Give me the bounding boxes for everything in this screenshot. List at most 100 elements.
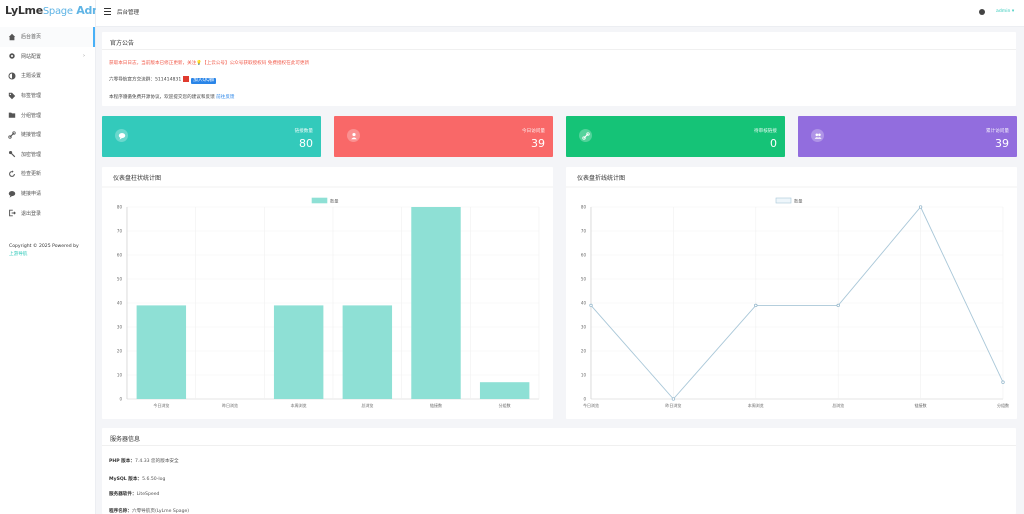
- server-info-row: 程序名称：六零导航页(LyLme Spage): [109, 508, 189, 514]
- y-tick-label: 10: [117, 372, 123, 377]
- x-tick-label: 总浏览: [361, 402, 373, 408]
- sidebar-item[interactable]: 检查更新: [0, 164, 95, 184]
- x-tick-label: 本周浏览: [291, 402, 307, 408]
- sidebar-item[interactable]: 链接管理: [0, 125, 95, 145]
- data-point[interactable]: [918, 205, 923, 209]
- logo-sub: Spage: [42, 6, 73, 17]
- page-title: 后台管理: [117, 10, 140, 16]
- bar[interactable]: [411, 207, 461, 399]
- server-info-row: 服务器软件：LiteSpeed: [109, 491, 159, 497]
- bar[interactable]: [273, 305, 324, 399]
- sidebar-item[interactable]: 退出登录: [0, 203, 95, 223]
- copyright-link[interactable]: 上游导航: [9, 251, 28, 257]
- sidebar-item-label: 加密管理: [21, 151, 42, 158]
- sidebar-item[interactable]: 主题设置: [0, 66, 95, 86]
- stat-label: 今日访问量: [522, 129, 545, 134]
- sidebar-item[interactable]: 链接申请: [0, 184, 95, 204]
- y-tick-label: 10: [581, 372, 587, 377]
- sidebar-item-label: 主题设置: [21, 73, 42, 80]
- y-tick-label: 70: [117, 228, 123, 233]
- sidebar-item-label: 后台首页: [21, 34, 42, 41]
- bar[interactable]: [136, 305, 187, 399]
- feedback-link[interactable]: 前往反馈: [216, 95, 235, 100]
- data-point[interactable]: [754, 303, 758, 308]
- series-line: [590, 206, 1004, 400]
- chart-title: 仪表盘折线统计图: [577, 174, 625, 182]
- bar[interactable]: [479, 382, 530, 399]
- data-point[interactable]: [671, 397, 676, 401]
- sidebar-item-label: 分组管理: [21, 112, 42, 119]
- avatar[interactable]: [979, 9, 985, 15]
- x-tick-label: 分组数: [997, 402, 1009, 408]
- user-menu[interactable]: admin ▾: [996, 9, 1015, 14]
- x-tick-label: 链接数: [915, 402, 927, 408]
- key-icon: [8, 150, 16, 158]
- tag-icon: [8, 92, 16, 100]
- server-info-row: PHP 版本：7.4.33 您的版本安全: [109, 458, 179, 464]
- link-icon: [579, 129, 592, 142]
- sidebar-item[interactable]: 网站配置 ›: [0, 47, 95, 67]
- y-tick-label: 40: [581, 300, 587, 305]
- stat-card: 累计访问量 39: [798, 116, 1017, 157]
- menu-toggle-icon[interactable]: [104, 8, 111, 15]
- copyright: Copyright © 2025 Powered by 上游导航: [0, 243, 95, 259]
- server-info-label: 服务器软件：: [109, 492, 137, 497]
- y-tick-label: 20: [117, 348, 123, 353]
- theme-icon: [8, 72, 16, 80]
- x-tick-label: 昨日浏览: [222, 402, 238, 408]
- notice-line-1: 获取本日日志，当前版本已修正更新，关注💡【上云公号】公众号获取授权码 免费授权在…: [109, 61, 310, 66]
- y-tick-label: 40: [117, 300, 123, 305]
- settings-icon: [8, 52, 16, 60]
- folder-icon: [8, 111, 16, 119]
- stat-value: 39: [995, 137, 1009, 150]
- y-tick-label: 30: [117, 324, 123, 329]
- server-info-label: 程序名称：: [109, 509, 132, 514]
- home-icon: [8, 33, 16, 41]
- legend-swatch[interactable]: [775, 197, 792, 204]
- y-tick-label: 80: [581, 204, 587, 209]
- data-point[interactable]: [836, 303, 840, 308]
- sidebar-item[interactable]: 标签管理: [0, 86, 95, 106]
- legend-swatch[interactable]: [311, 197, 328, 204]
- notice-feedback-text: 本程序遵循免费开源协议，欢迎提交您的建议和反馈: [109, 95, 215, 100]
- stat-card: 今日访问量 39: [334, 116, 553, 157]
- data-point[interactable]: [1001, 380, 1005, 384]
- y-tick-label: 0: [583, 396, 586, 401]
- data-point[interactable]: [589, 303, 593, 308]
- x-tick-label: 链接数: [430, 402, 442, 408]
- sidebar-item[interactable]: 加密管理: [0, 145, 95, 165]
- server-info-value: LiteSpeed: [136, 492, 160, 497]
- user-icon: [347, 129, 360, 142]
- sidebar-item[interactable]: 后台首页: [0, 27, 95, 47]
- comment-icon: [8, 190, 16, 198]
- join-qq-button[interactable]: 加入QQ群: [191, 77, 217, 84]
- sidebar-item-label: 检查更新: [21, 171, 42, 178]
- stat-value: 0: [770, 137, 777, 150]
- stat-value: 39: [531, 137, 545, 150]
- stat-card: 链接数量 80: [102, 116, 321, 157]
- y-tick-label: 0: [119, 396, 122, 401]
- y-tick-label: 80: [117, 204, 123, 209]
- notice-line-2: 六零导航官方交流群：511414831 加入QQ群: [109, 76, 217, 84]
- x-tick-label: 分组数: [499, 402, 511, 408]
- sidebar-item-label: 网站配置: [21, 53, 42, 60]
- stat-value: 80: [299, 137, 313, 150]
- sidebar-item[interactable]: 分组管理: [0, 105, 95, 125]
- notice-line-3: 本程序遵循免费开源协议，欢迎提交您的建议和反馈 前往反馈: [109, 94, 235, 100]
- sidebar-item-label: 退出登录: [21, 210, 42, 217]
- bar-chart-card: 仪表盘柱状统计图 数量 0 10 20 30 40 50 60 70 80 今日浏览 昨日浏览 本周浏览 总…: [102, 167, 553, 419]
- bar[interactable]: [342, 305, 393, 399]
- server-info-value: 7.4.33 您的版本安全: [134, 459, 179, 464]
- server-info-card: 服务器信息 PHP 版本：7.4.33 您的版本安全 MySQL 版本：5.6.5…: [102, 428, 1016, 514]
- legend-label: 数量: [794, 198, 802, 205]
- x-tick-label: 总浏览: [832, 402, 844, 408]
- x-tick-label: 今日浏览: [583, 402, 599, 408]
- stat-label: 累计访问量: [986, 129, 1009, 134]
- x-tick-label: 本周浏览: [748, 402, 764, 408]
- topbar: 后台管理 admin ▾: [96, 0, 1024, 27]
- sidebar-item-label: 链接管理: [21, 132, 42, 139]
- sidebar-item-label: 链接申请: [21, 191, 42, 198]
- logo[interactable]: LyLmeSpage Admin: [0, 0, 114, 27]
